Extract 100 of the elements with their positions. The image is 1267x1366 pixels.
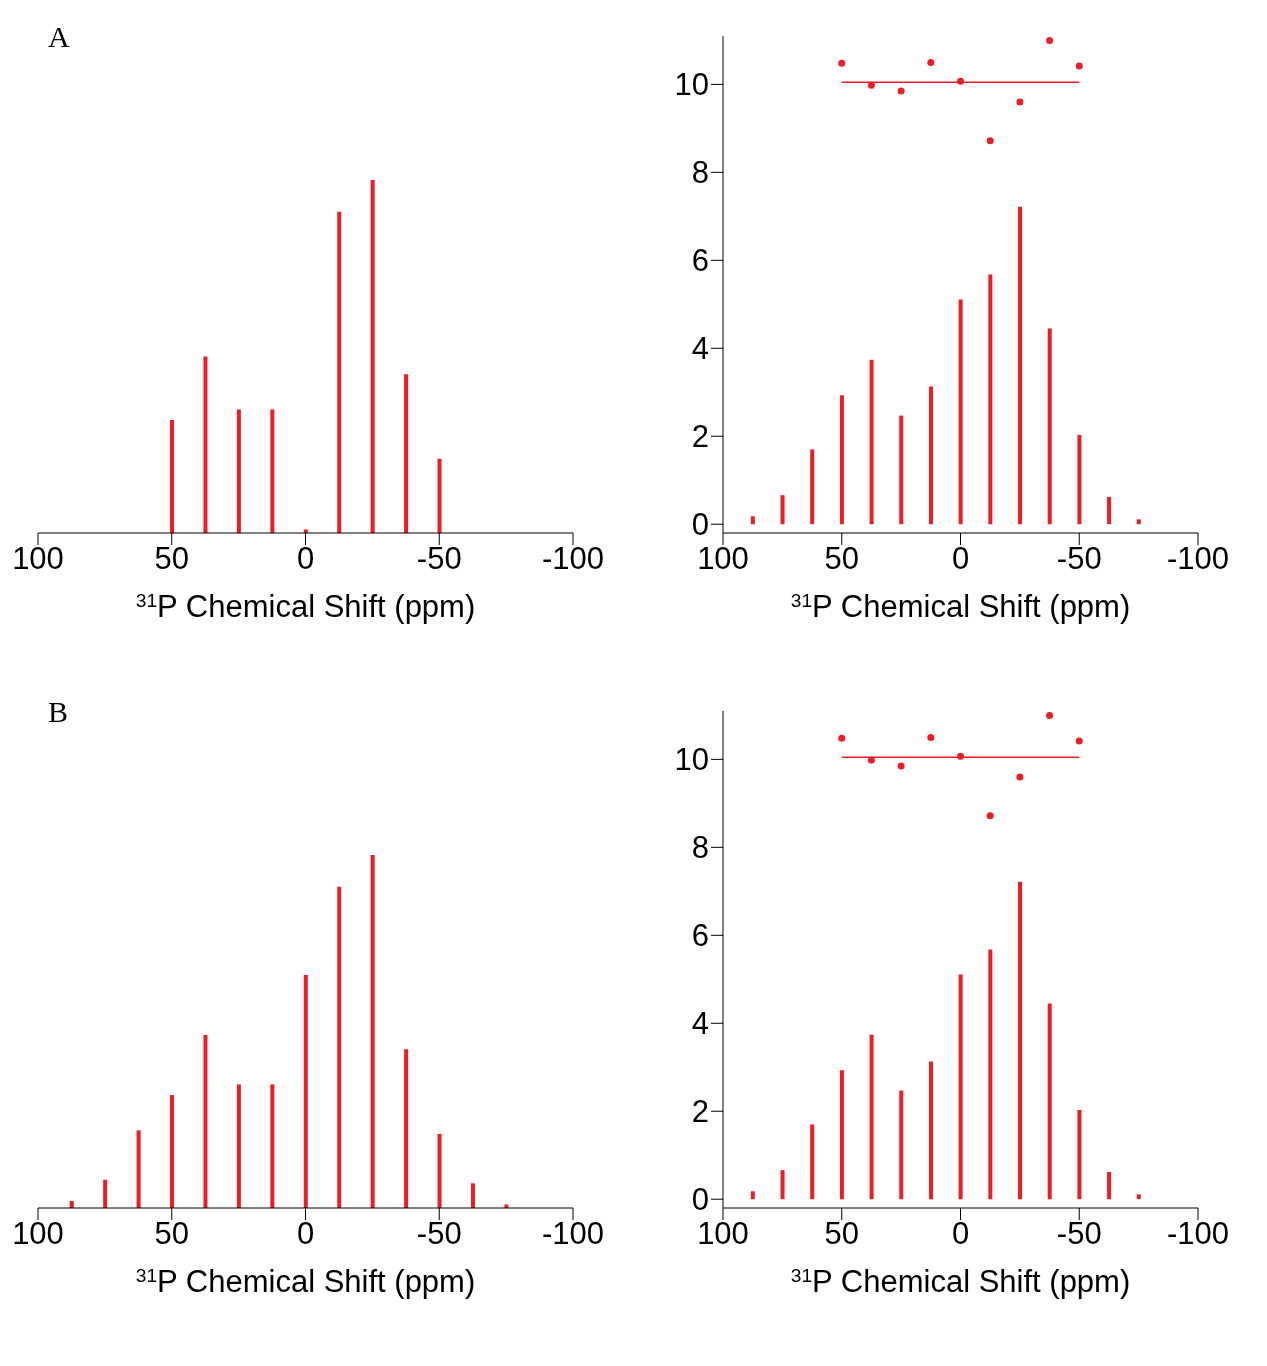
- x-tick-label: 100: [12, 541, 64, 577]
- bar: [869, 1034, 874, 1200]
- bar: [437, 1133, 442, 1208]
- point: [1016, 773, 1024, 781]
- point: [957, 77, 964, 85]
- x-tick-label: -50: [1056, 541, 1102, 577]
- bar: [270, 409, 275, 533]
- bar: [839, 395, 844, 525]
- y-tick-label: 8: [691, 155, 709, 191]
- bar: [928, 386, 933, 525]
- bar: [404, 374, 409, 533]
- x-axis-title: $^{31}$P Chemical Shift (ppm): [135, 1264, 476, 1299]
- x-tick-label: -50: [416, 541, 462, 577]
- x-tick-label: 50: [154, 541, 189, 577]
- bar: [899, 415, 904, 525]
- x-axis-title: $^{31}$P Chemical Shift (ppm): [135, 589, 476, 624]
- point: [927, 58, 935, 66]
- x-tick-label: 100: [12, 1216, 64, 1252]
- bar: [869, 359, 874, 525]
- bar: [370, 855, 375, 1208]
- x-tick-label: 50: [824, 541, 859, 577]
- point: [957, 752, 964, 760]
- bar: [303, 975, 308, 1208]
- x-tick-label: 50: [154, 1216, 189, 1252]
- x-tick-label: -100: [1166, 541, 1230, 577]
- bar: [958, 974, 963, 1200]
- bar: [203, 356, 208, 533]
- y-tick-label: 6: [691, 243, 709, 279]
- x-tick-label: 0: [951, 1216, 970, 1252]
- bar: [810, 1124, 815, 1200]
- x-tick-label: 50: [824, 1216, 859, 1252]
- bar: [810, 449, 815, 525]
- x-tick-label: -50: [1056, 1216, 1102, 1252]
- y-tick-label: 4: [691, 331, 709, 367]
- bar: [1107, 496, 1112, 525]
- point: [986, 137, 994, 145]
- point: [838, 59, 846, 67]
- bar: [1047, 1003, 1052, 1200]
- y-tick-label: 4: [691, 1006, 709, 1042]
- bar: [958, 299, 963, 525]
- bar: [1136, 519, 1141, 525]
- point: [1046, 36, 1054, 44]
- point: [927, 733, 935, 741]
- y-tick-label: 6: [691, 918, 709, 954]
- bar: [750, 516, 755, 525]
- y-tick-label: 2: [691, 419, 709, 455]
- bar: [1077, 1109, 1082, 1200]
- bar: [1047, 328, 1052, 525]
- bar: [988, 274, 993, 525]
- point: [867, 756, 875, 764]
- text: B: [48, 695, 69, 729]
- bar: [170, 1095, 175, 1208]
- x-tick-label: -100: [541, 1216, 605, 1252]
- bar: [236, 409, 241, 533]
- bar: [899, 1090, 904, 1200]
- x-tick-label: 100: [697, 1216, 749, 1252]
- x-tick-label: 0: [296, 541, 315, 577]
- point: [1075, 737, 1083, 745]
- bar: [170, 420, 175, 533]
- point: [897, 762, 905, 770]
- bar: [203, 1035, 208, 1208]
- bar: [103, 1179, 108, 1208]
- bar: [470, 1183, 475, 1208]
- bar: [437, 458, 442, 533]
- bar: [1107, 1171, 1112, 1200]
- x-axis-title: $^{31}$P Chemical Shift (ppm): [790, 1264, 1131, 1299]
- bar: [337, 886, 342, 1208]
- bar: [136, 1130, 141, 1208]
- y-tick-label: 0: [691, 1182, 709, 1218]
- x-tick-label: 100: [697, 541, 749, 577]
- point: [897, 87, 905, 95]
- bar: [1018, 206, 1023, 525]
- bar: [780, 1170, 785, 1200]
- bar: [928, 1061, 933, 1200]
- y-tick-label: 0: [691, 507, 709, 543]
- bar: [404, 1049, 409, 1208]
- bar: [1136, 1194, 1141, 1200]
- bar: [270, 1084, 275, 1208]
- text: A: [48, 20, 70, 54]
- bar: [780, 495, 785, 525]
- bar: [839, 1070, 844, 1200]
- bar: [1018, 881, 1023, 1200]
- x-axis-title: $^{31}$P Chemical Shift (ppm): [790, 589, 1131, 624]
- bar: [236, 1084, 241, 1208]
- bar: [1077, 434, 1082, 525]
- y-tick-label: 10: [674, 67, 709, 103]
- y-tick-label: 8: [691, 830, 709, 866]
- x-tick-label: -100: [1166, 1216, 1230, 1252]
- y-tick-label: 2: [691, 1094, 709, 1130]
- bar: [750, 1191, 755, 1200]
- point: [867, 81, 875, 89]
- point: [1075, 62, 1083, 70]
- point: [1046, 711, 1054, 719]
- x-tick-label: -100: [541, 541, 605, 577]
- point: [1016, 98, 1024, 106]
- point: [986, 812, 994, 820]
- bar: [988, 949, 993, 1200]
- x-tick-label: -50: [416, 1216, 462, 1252]
- x-tick-label: 0: [951, 541, 970, 577]
- x-tick-label: 0: [296, 1216, 315, 1252]
